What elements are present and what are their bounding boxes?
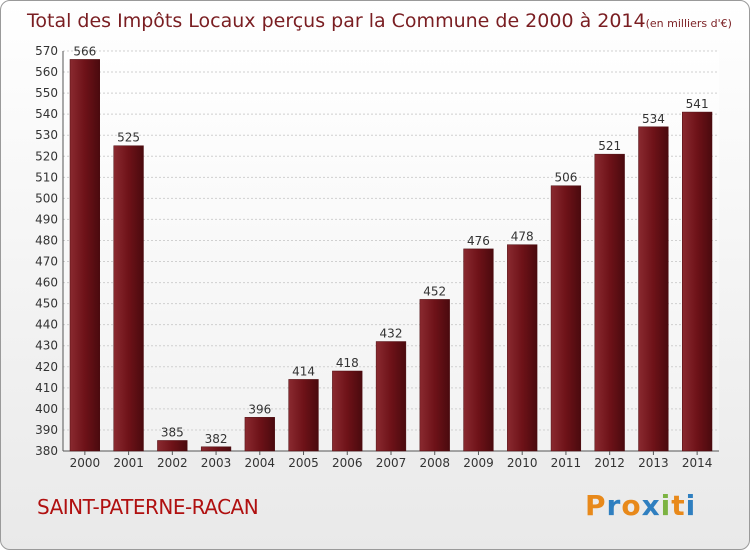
y-tick-label: 500 xyxy=(35,191,58,205)
x-tick-label: 2008 xyxy=(419,456,450,470)
x-tick-label: 2011 xyxy=(551,456,582,470)
y-tick-label: 480 xyxy=(35,233,58,247)
bar-value-label: 396 xyxy=(248,402,271,416)
bar xyxy=(375,341,407,452)
bar xyxy=(550,185,582,452)
bar xyxy=(332,370,363,452)
x-tick-label: 2000 xyxy=(70,456,101,470)
bar-value-label: 566 xyxy=(73,44,96,58)
y-tick-label: 540 xyxy=(35,107,58,121)
y-tick-label: 400 xyxy=(35,402,58,416)
bar-value-label: 478 xyxy=(511,230,534,244)
bar-value-label: 541 xyxy=(686,97,709,111)
x-tick-label: 2002 xyxy=(157,456,188,470)
x-tick-label: 2012 xyxy=(594,456,625,470)
bar xyxy=(463,248,494,452)
bar xyxy=(288,379,319,452)
logo-letter: P xyxy=(585,489,607,522)
y-tick-label: 510 xyxy=(35,170,58,184)
y-tick-label: 470 xyxy=(35,255,58,269)
bar xyxy=(682,111,713,452)
y-tick-label: 460 xyxy=(35,276,58,290)
bar xyxy=(638,126,669,452)
bar-value-label: 506 xyxy=(554,171,577,185)
x-tick-label: 2006 xyxy=(332,456,363,470)
y-tick-label: 430 xyxy=(35,339,58,353)
y-tick-label: 560 xyxy=(35,65,58,79)
bar-value-label: 534 xyxy=(642,112,665,126)
x-tick-label: 2003 xyxy=(201,456,232,470)
y-tick-label: 420 xyxy=(35,360,58,374)
x-tick-label: 2013 xyxy=(638,456,669,470)
bar-value-label: 476 xyxy=(467,234,490,248)
logo-letter: r xyxy=(606,489,622,522)
logo-letter: t xyxy=(671,489,686,522)
bar-value-label: 525 xyxy=(117,131,140,145)
y-tick-label: 490 xyxy=(35,212,58,226)
y-tick-label: 380 xyxy=(35,444,58,458)
y-tick-label: 410 xyxy=(35,381,58,395)
bar-value-label: 452 xyxy=(423,284,446,298)
bar xyxy=(69,59,100,452)
y-tick-label: 570 xyxy=(35,44,58,58)
y-tick-label: 440 xyxy=(35,318,58,332)
bar-value-label: 521 xyxy=(598,139,621,153)
bar xyxy=(419,299,450,452)
bar-value-label: 432 xyxy=(380,327,403,341)
logo-letter: i xyxy=(660,489,672,522)
bar xyxy=(157,440,188,452)
proxiti-logo: Proxiti xyxy=(585,489,696,522)
logo-letter: o xyxy=(621,489,642,522)
y-tick-label: 530 xyxy=(35,128,58,142)
bar-value-label: 385 xyxy=(161,425,184,439)
x-tick-label: 2010 xyxy=(507,456,538,470)
logo-letter: x xyxy=(641,489,661,522)
bar-value-label: 382 xyxy=(205,432,228,446)
x-tick-label: 2014 xyxy=(682,456,713,470)
y-tick-label: 450 xyxy=(35,297,58,311)
y-tick-label: 390 xyxy=(35,423,58,437)
x-tick-label: 2007 xyxy=(376,456,407,470)
commune-name: SAINT-PATERNE-RACAN xyxy=(37,495,259,519)
bar xyxy=(113,145,144,452)
y-tick-label: 550 xyxy=(35,86,58,100)
x-tick-label: 2004 xyxy=(245,456,276,470)
bar xyxy=(244,417,275,452)
chart-title-main: Total des Impôts Locaux perçus par la Co… xyxy=(26,10,646,32)
bar xyxy=(507,244,538,452)
chart-title: Total des Impôts Locaux perçus par la Co… xyxy=(26,10,732,32)
bar xyxy=(594,153,625,452)
bar-value-label: 418 xyxy=(336,356,359,370)
chart-title-unit: (en milliers d'€) xyxy=(646,17,732,30)
bar-value-label: 414 xyxy=(292,364,315,378)
plot-area: 380 390 400 410 420 430 440 450 460 470 480 490 500 5… xyxy=(35,44,719,470)
logo-letter: i xyxy=(685,489,697,522)
x-tick-label: 2009 xyxy=(463,456,494,470)
x-tick-label: 2005 xyxy=(288,456,319,470)
x-tick-label: 2001 xyxy=(113,456,144,470)
y-tick-label: 520 xyxy=(35,149,58,163)
bar xyxy=(200,446,232,452)
